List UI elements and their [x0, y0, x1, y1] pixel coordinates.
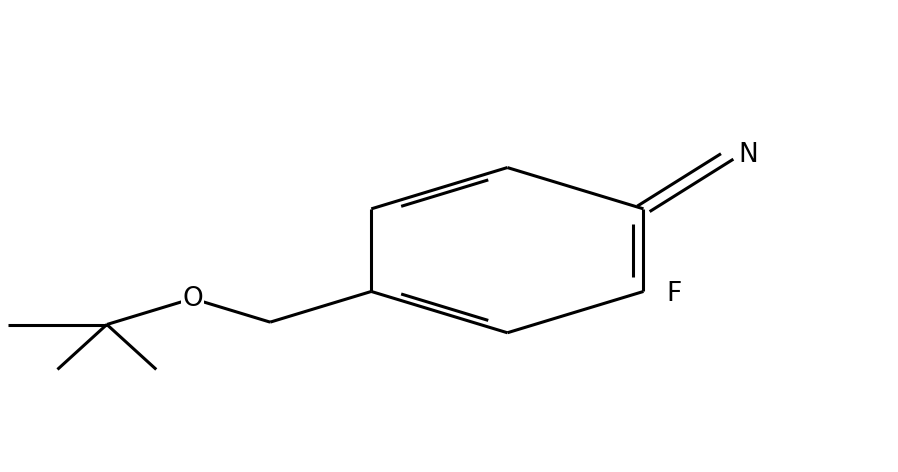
Text: F: F	[666, 281, 682, 307]
Text: O: O	[182, 286, 203, 312]
Text: N: N	[739, 142, 759, 168]
